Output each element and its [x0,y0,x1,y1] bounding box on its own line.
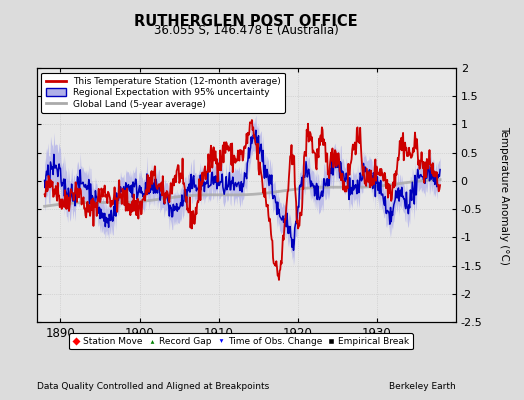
Text: RUTHERGLEN POST OFFICE: RUTHERGLEN POST OFFICE [135,14,358,29]
Text: Berkeley Earth: Berkeley Earth [389,382,456,391]
Y-axis label: Temperature Anomaly (°C): Temperature Anomaly (°C) [499,126,509,264]
Text: 36.055 S, 146.478 E (Australia): 36.055 S, 146.478 E (Australia) [154,24,339,37]
Text: Data Quality Controlled and Aligned at Breakpoints: Data Quality Controlled and Aligned at B… [37,382,269,391]
Legend: Station Move, Record Gap, Time of Obs. Change, Empirical Break: Station Move, Record Gap, Time of Obs. C… [69,333,413,350]
Legend: This Temperature Station (12-month average), Regional Expectation with 95% uncer: This Temperature Station (12-month avera… [41,72,285,113]
